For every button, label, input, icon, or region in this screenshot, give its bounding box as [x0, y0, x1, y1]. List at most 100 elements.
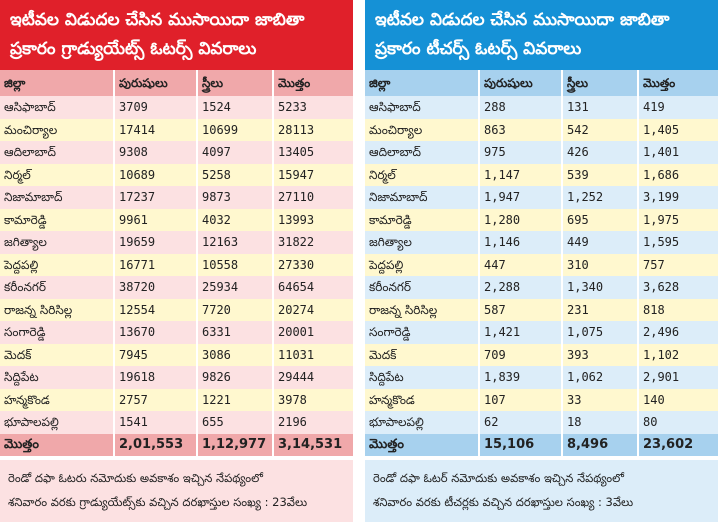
- total-cell: 11031: [273, 343, 353, 366]
- header-women: స్త్రీలు: [197, 70, 274, 96]
- district-cell: ఆదిలాబాద్: [0, 141, 115, 164]
- women-cell: 12163: [197, 231, 274, 254]
- district-cell: సంగారెడ్డి: [365, 321, 480, 344]
- table-row: సిద్దిపేట 1,839 1,062 2,901: [365, 366, 718, 389]
- table-row: నిజామాబాద్ 17237 9873 27110: [0, 186, 353, 209]
- men-cell: 447: [479, 253, 563, 276]
- women-cell: 9873: [197, 186, 274, 209]
- men-cell: 9308: [114, 141, 198, 164]
- district-cell: మంచిర్యాల: [365, 118, 480, 141]
- total-cell: 2,496: [638, 321, 718, 344]
- district-cell: రాజన్న సిరిసిల్ల: [0, 298, 115, 321]
- table-row: మంచిర్యాల 863 542 1,405: [365, 118, 718, 141]
- header-men: పురుషులు: [479, 70, 563, 96]
- men-cell: 2757: [114, 388, 198, 411]
- women-cell: 426: [562, 141, 639, 164]
- teachers-panel: ఇటీవల విడుదల చేసిన ముసాయిదా జాబితా ప్రకా…: [365, 0, 718, 522]
- total-cell: 1,595: [638, 231, 718, 254]
- header-total: మొత్తం: [638, 70, 718, 96]
- total-cell: 757: [638, 253, 718, 276]
- women-cell: 1,062: [562, 366, 639, 389]
- total-cell: 1,686: [638, 163, 718, 186]
- men-cell: 7945: [114, 343, 198, 366]
- total-cell: 80: [638, 411, 718, 434]
- graduates-note-line2: శనివారం వరకు గ్రాడ్యుయేట్స్‌కు వచ్చిన దర…: [8, 495, 308, 509]
- district-cell: నిజామాబాద్: [365, 186, 480, 209]
- table-row: ఆదిలాబాద్ 975 426 1,401: [365, 141, 718, 164]
- women-cell: 3086: [197, 343, 274, 366]
- district-cell: సిద్దిపేట: [0, 366, 115, 389]
- men-cell: 19618: [114, 366, 198, 389]
- men-cell: 13670: [114, 321, 198, 344]
- table-row: జగిత్యాల 1,146 449 1,595: [365, 231, 718, 254]
- table-row: కరీంనగర్ 2,288 1,340 3,628: [365, 276, 718, 299]
- total-cell: 3,199: [638, 186, 718, 209]
- men-cell: 3709: [114, 96, 198, 119]
- men-cell: 19659: [114, 231, 198, 254]
- women-cell: 10558: [197, 253, 274, 276]
- total-label: మొత్తం: [365, 433, 480, 456]
- table-row: హన్మకొండ 2757 1221 3978: [0, 388, 353, 411]
- men-cell: 9961: [114, 208, 198, 231]
- total-cell: 1,975: [638, 208, 718, 231]
- women-cell: 310: [562, 253, 639, 276]
- women-cell: 231: [562, 298, 639, 321]
- district-cell: మెదక్: [0, 343, 115, 366]
- district-cell: కామారెడ్డి: [0, 208, 115, 231]
- graduates-title-line2: ప్రకారం గ్రాడ్యుయేట్స్ ఓటర్స్ వివరాలు: [10, 39, 257, 59]
- district-cell: జగిత్యాల: [0, 231, 115, 254]
- women-cell: 5258: [197, 163, 274, 186]
- women-cell: 1,340: [562, 276, 639, 299]
- table-row: సంగారెడ్డి 13670 6331 20001: [0, 321, 353, 344]
- table-row: రాజన్న సిరిసిల్ల 12554 7720 20274: [0, 298, 353, 321]
- table-row: జగిత్యాల 19659 12163 31822: [0, 231, 353, 254]
- district-cell: సిద్దిపేట: [365, 366, 480, 389]
- graduates-title-line1: ఇటీవల విడుదల చేసిన ముసాయిదా జాబితా: [10, 10, 305, 30]
- table-row: సిద్దిపేట 19618 9826 29444: [0, 366, 353, 389]
- women-cell: 539: [562, 163, 639, 186]
- table-header-row: జిల్లా పురుషులు స్త్రీలు మొత్తం: [0, 70, 353, 96]
- total-men: 2,01,553: [114, 433, 198, 456]
- teachers-note: రెండో దఫా ఓటర్ నమోదుకు అవకాశం ఇచ్చిన నేప…: [365, 460, 718, 522]
- table-row: నిర్మల్ 10689 5258 15947: [0, 163, 353, 186]
- header-total: మొత్తం: [273, 70, 353, 96]
- women-cell: 1,075: [562, 321, 639, 344]
- men-cell: 107: [479, 388, 563, 411]
- table-row: రాజన్న సిరిసిల్ల 587 231 818: [365, 298, 718, 321]
- men-cell: 1541: [114, 411, 198, 434]
- total-cell: 15947: [273, 163, 353, 186]
- table-row: నిర్మల్ 1,147 539 1,686: [365, 163, 718, 186]
- header-women: స్త్రీలు: [562, 70, 639, 96]
- total-row: మొత్తం 15,106 8,496 23,602: [365, 433, 718, 456]
- district-cell: హన్మకొండ: [365, 388, 480, 411]
- teachers-note-line2: శనివారం వరకు టీచర్లకు వచ్చిన దరఖాస్తుల స…: [373, 495, 634, 509]
- women-cell: 131: [562, 96, 639, 119]
- men-cell: 1,839: [479, 366, 563, 389]
- women-cell: 542: [562, 118, 639, 141]
- total-cell: 20001: [273, 321, 353, 344]
- district-cell: మంచిర్యాల: [0, 118, 115, 141]
- women-cell: 10699: [197, 118, 274, 141]
- women-cell: 18: [562, 411, 639, 434]
- district-cell: భూపాలపల్లి: [365, 411, 480, 434]
- teachers-table: జిల్లా పురుషులు స్త్రీలు మొత్తం ఆసిఫాబాద…: [365, 70, 718, 456]
- women-cell: 393: [562, 343, 639, 366]
- district-cell: కరీంనగర్: [0, 276, 115, 299]
- total-cell: 2196: [273, 411, 353, 434]
- women-cell: 4097: [197, 141, 274, 164]
- district-cell: కరీంనగర్: [365, 276, 480, 299]
- women-cell: 1,252: [562, 186, 639, 209]
- total-row: మొత్తం 2,01,553 1,12,977 3,14,531: [0, 433, 353, 456]
- header-men: పురుషులు: [114, 70, 198, 96]
- total-cell: 1,102: [638, 343, 718, 366]
- district-cell: నిర్మల్: [365, 163, 480, 186]
- total-label: మొత్తం: [0, 433, 115, 456]
- total-cell: 419: [638, 96, 718, 119]
- women-cell: 9826: [197, 366, 274, 389]
- teachers-title-line1: ఇటీవల విడుదల చేసిన ముసాయిదా జాబితా: [375, 10, 670, 30]
- table-row: పెద్దపల్లి 447 310 757: [365, 253, 718, 276]
- men-cell: 709: [479, 343, 563, 366]
- total-cell: 1,405: [638, 118, 718, 141]
- total-cell: 2,901: [638, 366, 718, 389]
- men-cell: 62: [479, 411, 563, 434]
